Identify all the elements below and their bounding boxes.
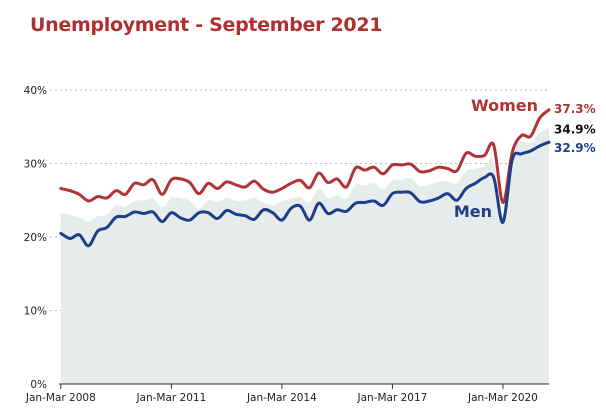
series-labels: 37.3% 34.9% 32.9% Women Men bbox=[454, 96, 596, 221]
end-value-label: 32.9% bbox=[554, 141, 596, 155]
total-area bbox=[60, 127, 550, 384]
y-tick-label: 0% bbox=[30, 379, 47, 391]
y-tick-label: 10% bbox=[24, 306, 47, 318]
series-line-men bbox=[59, 140, 551, 248]
x-tick-label: Jan-Mar 2011 bbox=[135, 392, 206, 404]
total-area-layer bbox=[60, 127, 550, 384]
x-tick-label: Jan-Mar 2020 bbox=[467, 392, 538, 404]
end-value-label: 34.9% bbox=[554, 122, 596, 136]
x-tick-label: Jan-Mar 2017 bbox=[356, 392, 427, 404]
y-axis-ticks: 0% 10% 20% 30% 40% bbox=[24, 85, 47, 391]
x-axis-ticks: Jan-Mar 2008 Jan-Mar 2011 Jan-Mar 2014 Jan-… bbox=[25, 384, 538, 404]
x-tick-label: Jan-Mar 2008 bbox=[25, 392, 96, 404]
x-tick-label: Jan-Mar 2014 bbox=[246, 392, 317, 404]
y-tick-label: 30% bbox=[24, 159, 47, 171]
series-lines bbox=[59, 108, 551, 248]
series-label-men: Men bbox=[454, 202, 492, 221]
y-tick-label: 20% bbox=[24, 232, 47, 244]
end-value-label: 37.3% bbox=[554, 102, 596, 116]
y-tick-label: 40% bbox=[24, 85, 47, 97]
series-label-women: Women bbox=[471, 96, 538, 115]
series-line-women bbox=[59, 108, 551, 205]
chart-title: Unemployment - September 2021 bbox=[30, 14, 383, 36]
